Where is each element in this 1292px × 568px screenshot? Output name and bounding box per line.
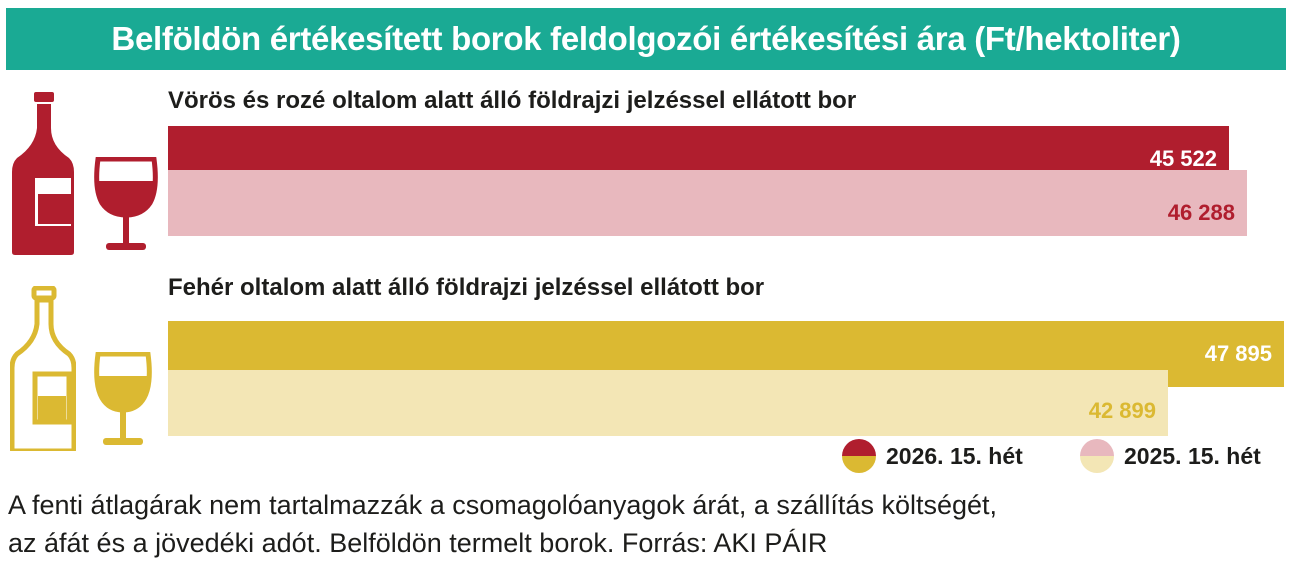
legend-label-2025: 2025. 15. hét	[1124, 442, 1261, 469]
legend-item-2025: 2025. 15. hét	[1078, 437, 1261, 475]
value-label-2025-white: 42 899	[1088, 398, 1156, 423]
footnote: A fenti átlagárak nem tartalmazzák a cso…	[8, 486, 1278, 562]
legend: 2026. 15. hét 2025. 15. hét	[840, 437, 1290, 477]
chart-title: Belföldön értékesített borok feldolgozói…	[6, 8, 1286, 70]
footnote-line-2: az áfát és a jövedéki adót. Belföldön te…	[8, 528, 828, 558]
legend-swatch-2025	[1080, 439, 1114, 473]
legend-label-2026: 2026. 15. hét	[886, 442, 1023, 469]
bar-2025-red	[168, 170, 1247, 236]
category-title-white: Fehér oltalom alatt álló földrajzi jelzé…	[168, 274, 765, 301]
value-label-2026-white: 47 895	[1204, 341, 1272, 366]
legend-item-2026: 2026. 15. hét	[840, 437, 1023, 475]
category-title-red: Vörös és rozé oltalom alatt álló földraj…	[168, 87, 857, 114]
white-wine-glass-icon	[94, 352, 152, 445]
value-label-2026-red: 45 522	[1149, 146, 1217, 171]
bar-2025-white	[168, 370, 1168, 436]
footnote-line-1: A fenti átlagárak nem tartalmazzák a cso…	[8, 490, 998, 520]
legend-swatch-2026	[842, 439, 876, 473]
value-label-2025-red: 46 288	[1167, 200, 1235, 225]
red-wine-bottle-icon	[12, 92, 74, 255]
white-wine-bottle-icon	[10, 286, 76, 451]
red-wine-glass-icon	[94, 157, 158, 250]
